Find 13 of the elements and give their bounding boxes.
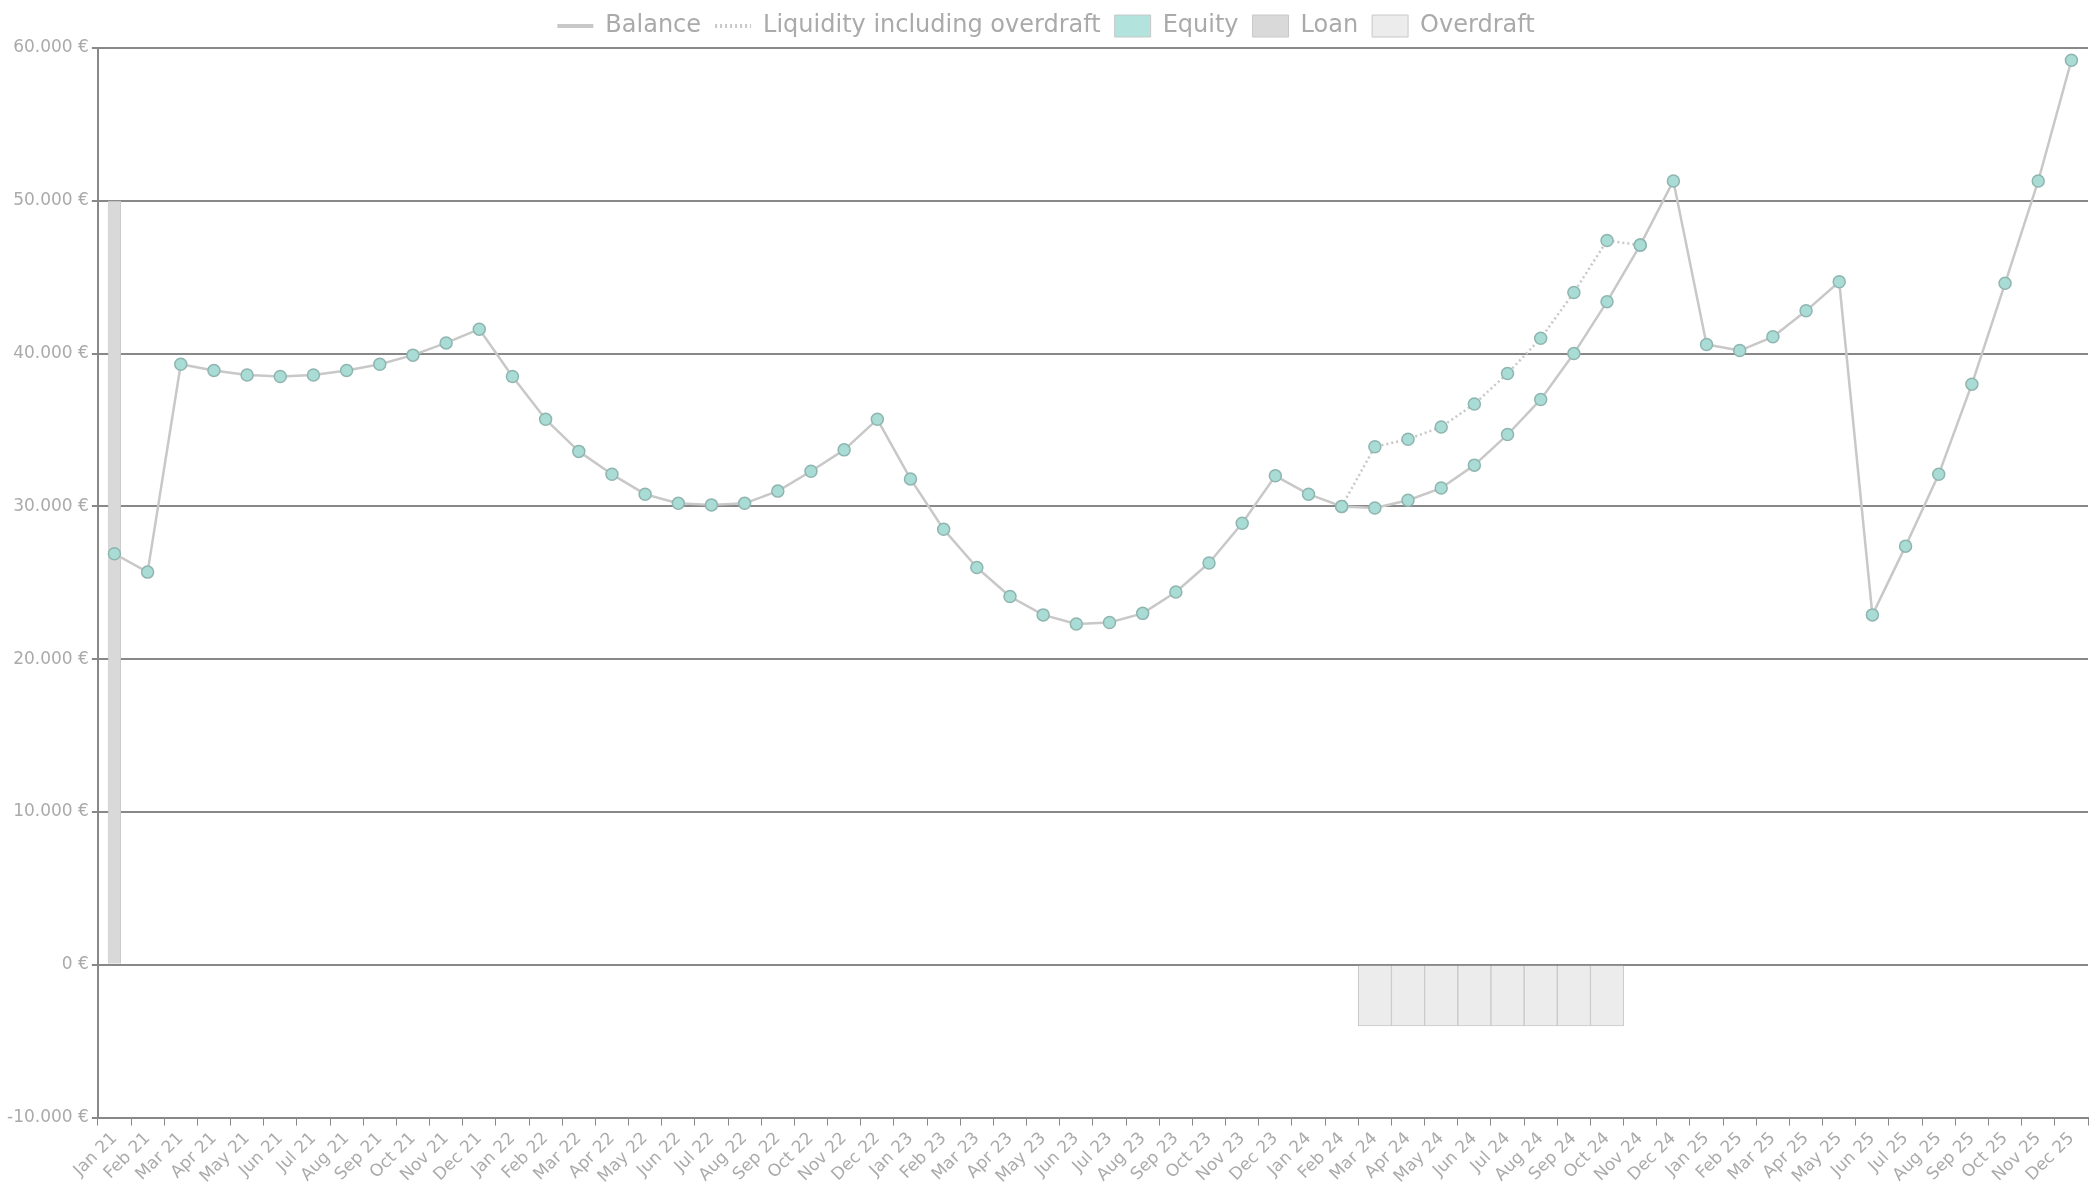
y-tick-label: 0 € — [61, 953, 89, 974]
y-tick-label: 20.000 € — [13, 647, 89, 668]
y-tick-label: 10.000 € — [13, 800, 89, 821]
y-tick-label: 30.000 € — [13, 494, 89, 515]
legend-label: Overdraft — [1420, 10, 1535, 39]
y-tick-label: 40.000 € — [13, 342, 89, 363]
y-tick-label: 50.000 € — [13, 189, 89, 210]
legend-label: Equity — [1162, 10, 1239, 39]
legend-label: Balance — [605, 10, 702, 39]
legend-label: Liquidity including overdraft — [763, 10, 1101, 39]
legend-label: Loan — [1300, 10, 1359, 39]
y-tick-label: -10.000 € — [6, 1106, 89, 1127]
y-tick-label: 60.000 € — [13, 36, 89, 57]
